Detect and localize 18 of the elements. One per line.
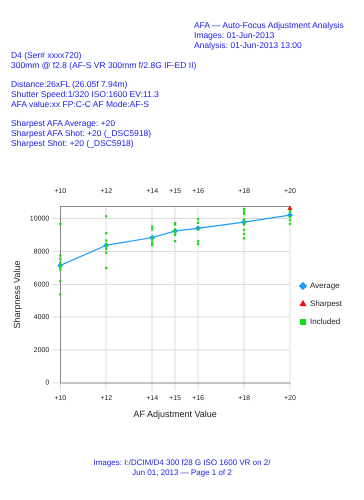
chart-title: AFA — Auto-Focus Adjustment Analysis (194, 20, 344, 30)
x-axis-title: AF Adjustment Value (133, 409, 217, 420)
legend-label: Average (310, 281, 340, 290)
text: Sharpest AFA Average: +20 (11, 118, 116, 128)
text: D4 (Ser# xxxx720) (11, 50, 82, 60)
text: Distance:26xFL (26.05f 7.94m) (11, 79, 128, 89)
text: Jun 01, 2013 — Page 1 of 2 (131, 468, 233, 478)
text: Images: I:/DCIM/D4 300 f28 G ISO 1600 VR on 2/ (92, 458, 272, 468)
text: Images: 01-Jun-2013 (194, 30, 276, 40)
text: 300mm @ f2.8 (AF-S VR 300mm f/2.8G IF-ED II) (11, 60, 196, 70)
text: Sharpest Shot: +20 (_DSC5918) (11, 138, 135, 148)
legend-label: Sharpest (310, 299, 343, 308)
text: AFA value:xx FP:C-C AF Mode:AF-S (11, 99, 150, 109)
text: Shutter Speed:1/320 ISO:1600 EV:11.3 (11, 89, 160, 99)
y-axis-title: Sharpness Value (12, 260, 22, 329)
text: Sharpest AFA Shot: +20 (_DSC5918) (11, 128, 152, 138)
text: Analysis: 01-Jun-2013 13:00 (194, 40, 303, 50)
legend-label: Included (310, 317, 340, 326)
